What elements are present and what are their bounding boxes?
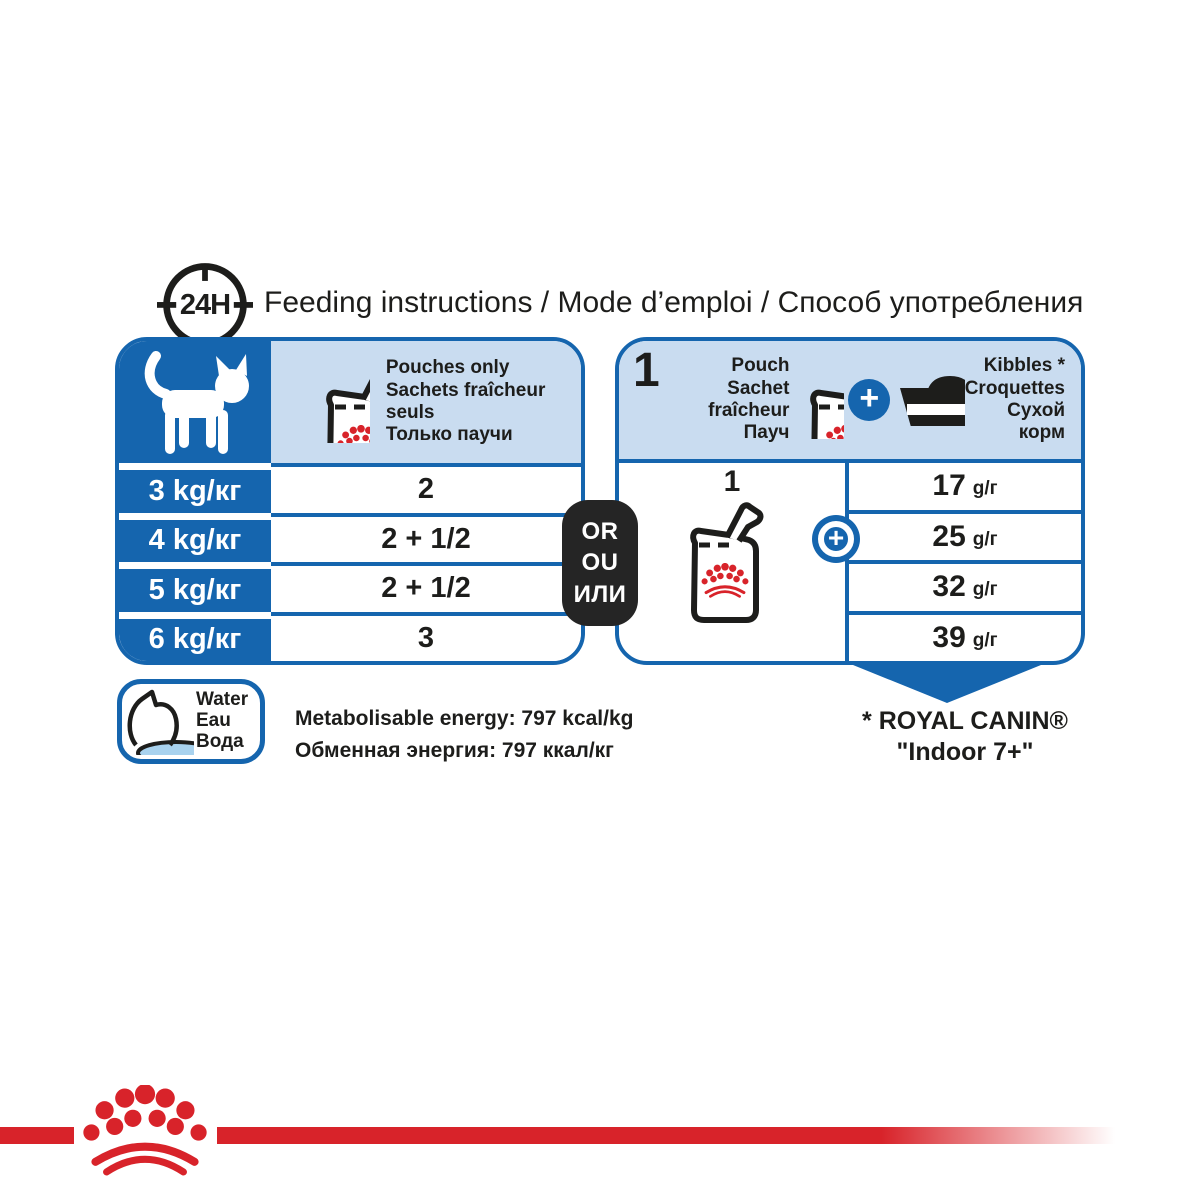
kibble-row: 25 g/г [849, 509, 1081, 561]
kibble-values-column: 17 g/г 25 g/г 32 g/г 39 g/г [845, 463, 1081, 661]
energy-line-ru: Обменная энергия: 797 ккал/кг [295, 738, 614, 762]
kibble-unit: g/г [972, 629, 998, 651]
kibble-unit: g/г [972, 478, 998, 500]
pouches-only-table: Pouches only Sachets fraîcheur seuls Тол… [115, 337, 585, 665]
footnote-product: "Indoor 7+" [896, 738, 1034, 767]
table-row: 4 kg/кг 2 + 1/2 [119, 512, 581, 562]
pouches-header-label: Pouches only Sachets fraîcheur seuls Тол… [386, 357, 581, 447]
page-title: Feeding instructions / Mode d’emploi / С… [264, 286, 1084, 319]
cat-drinking-icon [122, 689, 194, 755]
brand-stripe-right [217, 1127, 1115, 1144]
kibbles-line-fr: Croquettes [964, 377, 1065, 399]
pouch-line-fr: Sachet fraîcheur [708, 377, 790, 421]
water-line-ru: Вода [196, 730, 244, 752]
weight-label: 6 kg/кг [119, 611, 271, 661]
kibble-row: 39 g/г [849, 610, 1081, 662]
bowl-icon [900, 376, 965, 426]
brand-stripe-left [0, 1127, 74, 1144]
pouches-table-header: Pouches only Sachets fraîcheur seuls Тол… [119, 341, 581, 463]
pouches-header-line-ru: Только паучи [385, 424, 513, 446]
pouch-count-value: 3 [271, 611, 581, 661]
kibble-grams: 32 [932, 570, 966, 604]
pouch-quantity-cell: 1 [619, 463, 845, 661]
kibbles-line-ru: Сухой корм [1007, 400, 1065, 444]
pouch-icon [799, 361, 844, 439]
pouches-header-line-fr: Sachets fraîcheur seuls [385, 379, 546, 423]
pouch-icon-large [679, 499, 785, 644]
footnote-brand: * ROYAL CANIN® [862, 707, 1068, 735]
step-number: 1 [633, 344, 660, 397]
plus-icon: + [848, 379, 891, 421]
cat-silhouette-cell [119, 341, 271, 463]
weight-label: 3 kg/кг [119, 463, 271, 513]
pouch-line-ru: Пауч [743, 422, 790, 444]
energy-line-en: Metabolisable energy: 797 kcal/kg [295, 707, 634, 730]
kibble-row: 17 g/г [849, 463, 1081, 510]
mixed-table-body: 1 17 g/г 25 g/г 32 g/г 39 g/г [619, 463, 1081, 661]
pouch-count-value: 2 + 1/2 [271, 512, 581, 562]
kibble-unit: g/г [972, 579, 998, 601]
pouch-line-en: Pouch [731, 355, 790, 377]
pouches-header-cell: Pouches only Sachets fraîcheur seuls Тол… [271, 341, 581, 463]
kibble-grams: 25 [932, 519, 966, 553]
table-row: 6 kg/кг 3 [119, 611, 581, 661]
kibbles-line-en: Kibbles * [983, 355, 1065, 377]
weight-label: 4 kg/кг [119, 512, 271, 562]
metabolisable-energy-text: Metabolisable energy: 797 kcal/kg Обменн… [295, 703, 633, 766]
kibble-grams: 17 [932, 469, 966, 503]
pouch-count: 1 [723, 465, 741, 498]
water-line-en: Water [196, 689, 249, 711]
water-line-fr: Eau [196, 710, 231, 732]
arrow-down-icon [853, 665, 1041, 703]
water-label: Water Eau Вода [196, 689, 249, 753]
plus-icon: + [818, 521, 854, 557]
pouch-count-value: 2 + 1/2 [271, 562, 581, 612]
pouch-plus-kibbles-table: 1 Pouch Sachet fraîcheur Пауч + Kibbles … [615, 337, 1085, 665]
or-line-ru: ИЛИ [573, 580, 627, 608]
mixed-table-header: 1 Pouch Sachet fraîcheur Пауч + Kibbles … [619, 341, 1081, 463]
or-divider-badge: OR OU ИЛИ [562, 500, 638, 626]
pouch-header-label: Pouch Sachet fraîcheur Пауч [671, 355, 789, 445]
pouches-header-line-en: Pouches only [385, 357, 510, 379]
water-reminder-box: Water Eau Вода [117, 679, 265, 764]
clock-24h-label: 24H [179, 289, 231, 321]
table-row: 5 kg/кг 2 + 1/2 [119, 562, 581, 612]
kibble-row: 32 g/г [849, 560, 1081, 611]
weight-label: 5 kg/кг [119, 562, 271, 612]
kibble-grams: 39 [932, 620, 966, 654]
or-line-fr: OU [581, 549, 619, 577]
royal-canin-crown-logo [79, 1085, 211, 1178]
cat-icon [134, 348, 256, 456]
kibbles-header-label: Kibbles * Croquettes Сухой корм [965, 355, 1065, 445]
kibble-unit: g/г [972, 528, 998, 550]
table-row: 3 kg/кг 2 [119, 463, 581, 513]
or-line-en: OR [581, 518, 619, 546]
pouch-count-value: 2 [271, 463, 581, 513]
kibbles-footnote: * ROYAL CANIN® "Indoor 7+" [815, 706, 1115, 769]
pouch-icon [315, 361, 370, 443]
